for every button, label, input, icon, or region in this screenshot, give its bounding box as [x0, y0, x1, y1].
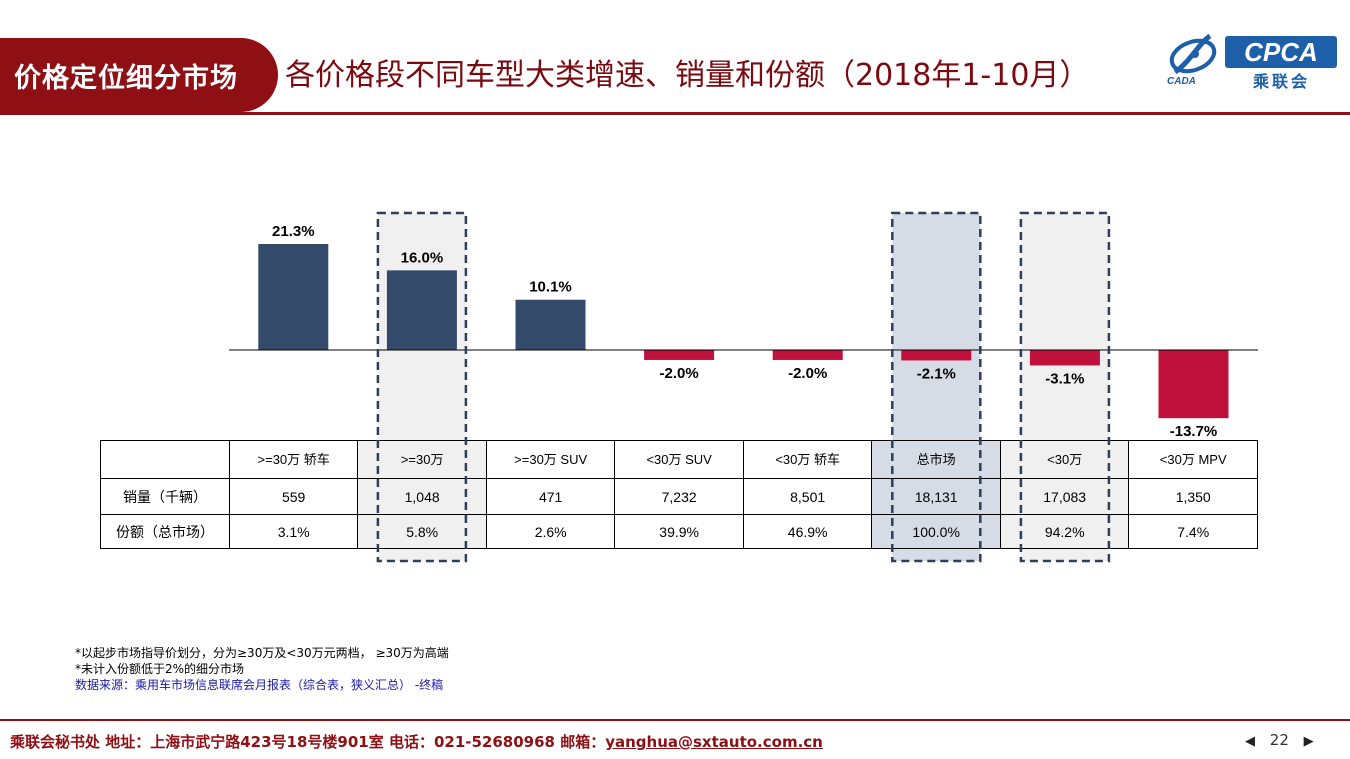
bar-value-label: 10.1% — [529, 279, 572, 296]
table-corner — [100, 440, 230, 479]
slide-header: 价格定位细分市场 各价格段不同车型大类增速、销量和份额（2018年1-10月） … — [0, 0, 1350, 115]
table-cell: 46.9% — [742, 514, 873, 549]
bar — [901, 350, 972, 361]
table-cell: 1,350 — [1128, 478, 1258, 515]
table-header-row: >=30万 轿车 >=30万 >=30万 SUV <30万 SUV <30万 轿… — [100, 440, 1258, 479]
header-divider — [0, 112, 1350, 115]
cada-logo-text: CADA — [1167, 76, 1196, 87]
bar — [386, 270, 457, 350]
sales-share-table: >=30万 轿车 >=30万 >=30万 SUV <30万 SUV <30万 轿… — [100, 440, 1258, 549]
table-cell: 18,131 — [871, 478, 1001, 515]
footer-text: 乘联会秘书处 地址：上海市武宁路423号18号楼901室 电话：021-5268… — [10, 733, 606, 751]
slide-pager: ◀ 22 ▶ — [1245, 731, 1314, 749]
footer-contact: 乘联会秘书处 地址：上海市武宁路423号18号楼901室 电话：021-5268… — [10, 731, 823, 752]
table-cell: 471 — [485, 478, 616, 515]
table-cell: 3.1% — [228, 514, 359, 549]
bar-value-label: -2.0% — [788, 365, 827, 382]
table-cell: 1,048 — [357, 478, 487, 515]
table-cell: 7.4% — [1128, 514, 1258, 549]
row-header-sales: 销量（千辆） — [100, 478, 230, 515]
bar — [644, 350, 715, 360]
footer-divider — [0, 719, 1350, 721]
bar — [258, 244, 329, 350]
table-cell: 559 — [228, 478, 359, 515]
bar-value-label: -2.0% — [660, 365, 699, 382]
col-header: <30万 SUV — [614, 440, 744, 479]
bar-value-label: -3.1% — [1045, 370, 1084, 387]
col-header: 总市场 — [871, 440, 1001, 479]
bar-value-label: -13.7% — [1170, 423, 1218, 440]
bar-value-label: 21.3% — [272, 223, 315, 240]
bar — [515, 299, 586, 350]
col-header: >=30万 — [357, 440, 487, 479]
table-cell: 5.8% — [357, 514, 487, 549]
col-header: <30万 轿车 — [742, 440, 873, 479]
table-cell: 94.2% — [999, 514, 1130, 549]
bar-value-label: 16.0% — [401, 249, 444, 266]
bar-value-label: -2.1% — [917, 365, 956, 382]
col-header: <30万 — [999, 440, 1130, 479]
footnote-1: *以起步市场指导价划分，分为≥30万及<30万元两档， ≥30万为高端 — [75, 646, 449, 660]
data-source: 数据来源：乘用车市场信息联席会月报表（综合表，狭义汇总） -终稿 — [75, 678, 444, 692]
table-cell: 100.0% — [871, 514, 1001, 549]
cada-logo-icon — [1169, 33, 1217, 75]
footnote-2: *未计入份额低于2%的细分市场 — [75, 662, 245, 676]
bar — [1029, 350, 1100, 366]
table-row-share: 份额（总市场） 3.1% 5.8% 2.6% 39.9% 46.9% 100.0… — [100, 514, 1258, 549]
col-header: >=30万 轿车 — [228, 440, 359, 479]
col-header: >=30万 SUV — [485, 440, 616, 479]
cpca-logo: CADA CPCA 乘联会 — [1165, 32, 1340, 91]
table-row-sales: 销量（千辆） 559 1,048 471 7,232 8,501 18,131 … — [100, 478, 1258, 515]
page-number: 22 — [1269, 731, 1289, 749]
next-slide-button[interactable]: ▶ — [1303, 734, 1314, 749]
cpca-logo-cn: 乘联会 — [1253, 72, 1311, 91]
bar — [772, 350, 843, 360]
section-tag-label: 价格定位细分市场 — [14, 63, 238, 94]
bar — [1158, 350, 1229, 419]
row-header-share: 份额（总市场） — [100, 514, 230, 549]
footer-email-link[interactable]: yanghua@sxtauto.com.cn — [605, 733, 823, 751]
table-cell: 8,501 — [742, 478, 873, 515]
table-cell: 17,083 — [999, 478, 1130, 515]
footnotes: *以起步市场指导价划分，分为≥30万及<30万元两档， ≥30万为高端 *未计入… — [75, 645, 449, 693]
table-cell: 2.6% — [485, 514, 616, 549]
col-header: <30万 MPV — [1128, 440, 1258, 479]
table-cell: 7,232 — [614, 478, 744, 515]
table-cell: 39.9% — [614, 514, 744, 549]
cpca-logo-text: CPCA — [1225, 36, 1337, 68]
section-tag: 价格定位细分市场 — [0, 38, 278, 112]
prev-slide-button[interactable]: ◀ — [1245, 734, 1255, 749]
slide-title: 各价格段不同车型大类增速、销量和份额（2018年1-10月） — [285, 58, 1090, 93]
